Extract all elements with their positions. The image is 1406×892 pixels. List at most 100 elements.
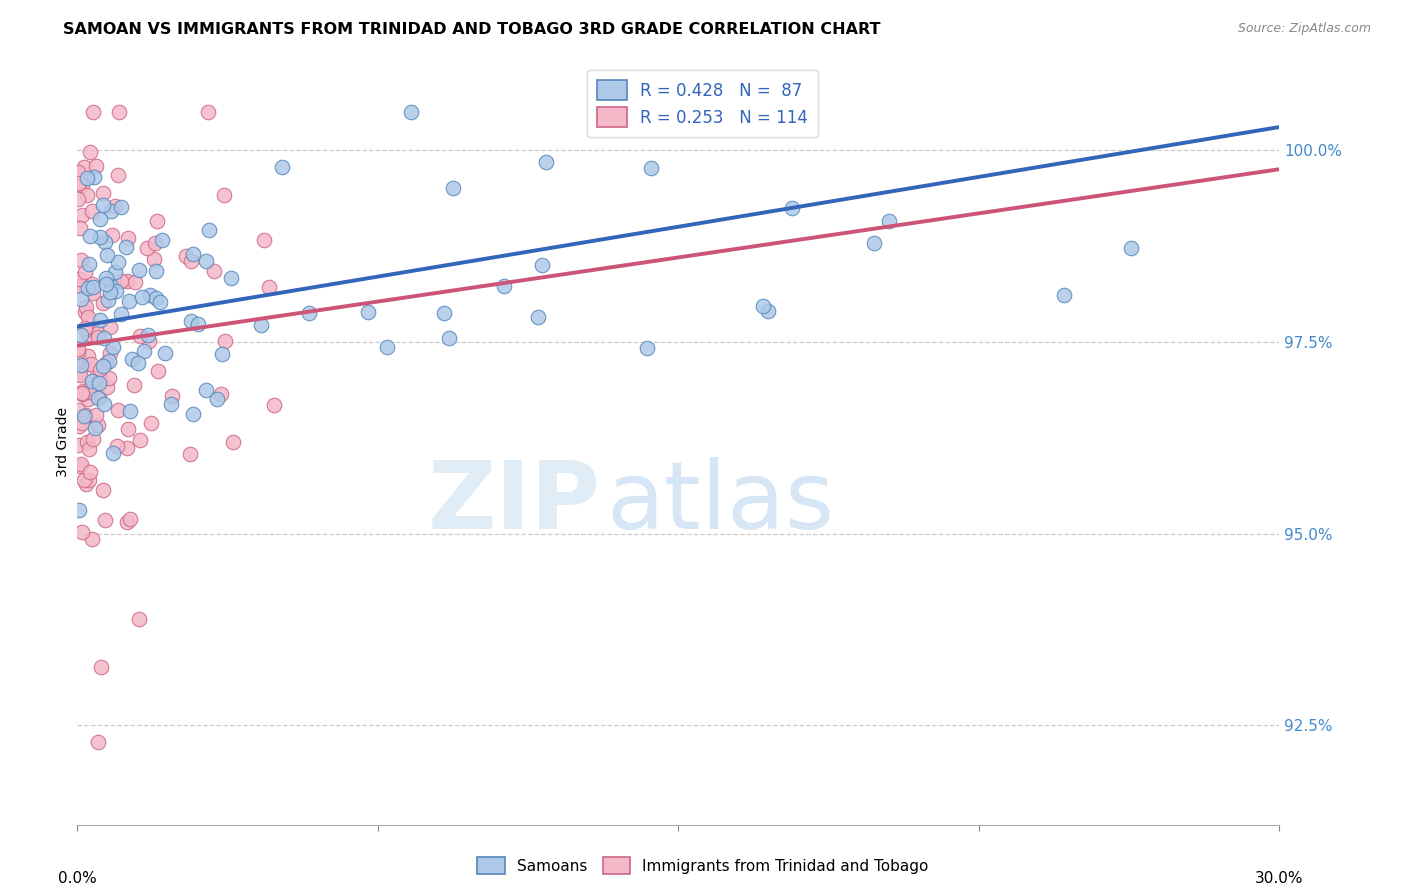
Point <box>357 305 380 319</box>
Point <box>70 458 93 472</box>
Point <box>82 280 104 294</box>
Point <box>69 368 91 382</box>
Text: ZIP: ZIP <box>427 457 600 549</box>
Point <box>122 377 145 392</box>
Point <box>67 176 90 190</box>
Point <box>107 168 129 182</box>
Text: SAMOAN VS IMMIGRANTS FROM TRINIDAD AND TOBAGO 3RD GRADE CORRELATION CHART: SAMOAN VS IMMIGRANTS FROM TRINIDAD AND T… <box>63 22 880 37</box>
Point <box>110 200 132 214</box>
Point <box>101 446 124 460</box>
Point <box>93 296 115 310</box>
Point <box>67 343 90 357</box>
Point <box>93 397 115 411</box>
Point <box>110 274 132 288</box>
Point <box>76 434 98 449</box>
Point <box>758 304 780 318</box>
Point <box>534 154 557 169</box>
Point <box>73 304 96 318</box>
Point <box>67 271 90 285</box>
Point <box>146 214 169 228</box>
Point <box>128 329 150 343</box>
Point <box>101 227 124 242</box>
Point <box>84 159 107 173</box>
Text: 0.0%: 0.0% <box>58 871 97 886</box>
Point <box>69 358 91 372</box>
Point <box>72 387 94 401</box>
Point <box>98 320 121 334</box>
Point <box>197 104 219 119</box>
Text: 30.0%: 30.0% <box>1256 871 1303 886</box>
Point <box>124 275 146 289</box>
Point <box>77 256 100 270</box>
Point <box>91 483 114 497</box>
Point <box>89 313 111 327</box>
Point <box>79 465 101 479</box>
Point <box>531 258 554 272</box>
Point <box>72 473 94 487</box>
Point <box>80 277 103 292</box>
Point <box>492 279 515 293</box>
Point <box>252 233 274 247</box>
Point <box>83 169 105 184</box>
Point <box>212 188 235 202</box>
Point <box>219 271 242 285</box>
Point <box>195 254 218 268</box>
Point <box>94 356 117 370</box>
Point <box>98 285 121 299</box>
Point <box>375 340 398 354</box>
Point <box>67 192 90 206</box>
Point <box>120 404 142 418</box>
Point <box>96 277 118 292</box>
Point <box>82 285 104 300</box>
Point <box>120 512 142 526</box>
Point <box>67 403 90 417</box>
Point <box>107 254 129 268</box>
Point <box>89 371 111 385</box>
Point <box>96 271 118 285</box>
Point <box>198 222 221 236</box>
Point <box>93 513 115 527</box>
Point <box>139 288 162 302</box>
Point <box>72 359 94 374</box>
Point <box>257 279 280 293</box>
Point <box>77 310 100 325</box>
Point <box>98 346 121 360</box>
Point <box>97 293 120 308</box>
Point <box>82 532 104 546</box>
Point <box>877 213 900 227</box>
Point <box>132 344 155 359</box>
Point <box>637 341 659 355</box>
Point <box>205 392 228 407</box>
Point <box>96 380 118 394</box>
Point <box>89 361 111 376</box>
Point <box>149 295 172 310</box>
Point <box>174 249 197 263</box>
Point <box>117 231 139 245</box>
Point <box>117 422 139 436</box>
Point <box>104 199 127 213</box>
Point <box>84 421 107 435</box>
Point <box>211 387 233 401</box>
Point <box>159 396 181 410</box>
Point <box>195 383 218 397</box>
Point <box>214 334 236 349</box>
Point <box>138 334 160 349</box>
Point <box>72 416 94 430</box>
Point <box>67 503 90 517</box>
Point <box>136 328 159 343</box>
Point <box>79 442 101 456</box>
Point <box>96 248 118 262</box>
Point <box>128 262 150 277</box>
Point <box>101 340 124 354</box>
Point <box>73 410 96 425</box>
Point <box>128 612 150 626</box>
Point <box>67 438 90 452</box>
Point <box>211 347 233 361</box>
Point <box>67 279 90 293</box>
Point <box>100 203 122 218</box>
Point <box>89 230 111 244</box>
Point <box>250 318 273 332</box>
Point <box>73 160 96 174</box>
Point <box>153 345 176 359</box>
Y-axis label: 3rd Grade: 3rd Grade <box>56 407 70 476</box>
